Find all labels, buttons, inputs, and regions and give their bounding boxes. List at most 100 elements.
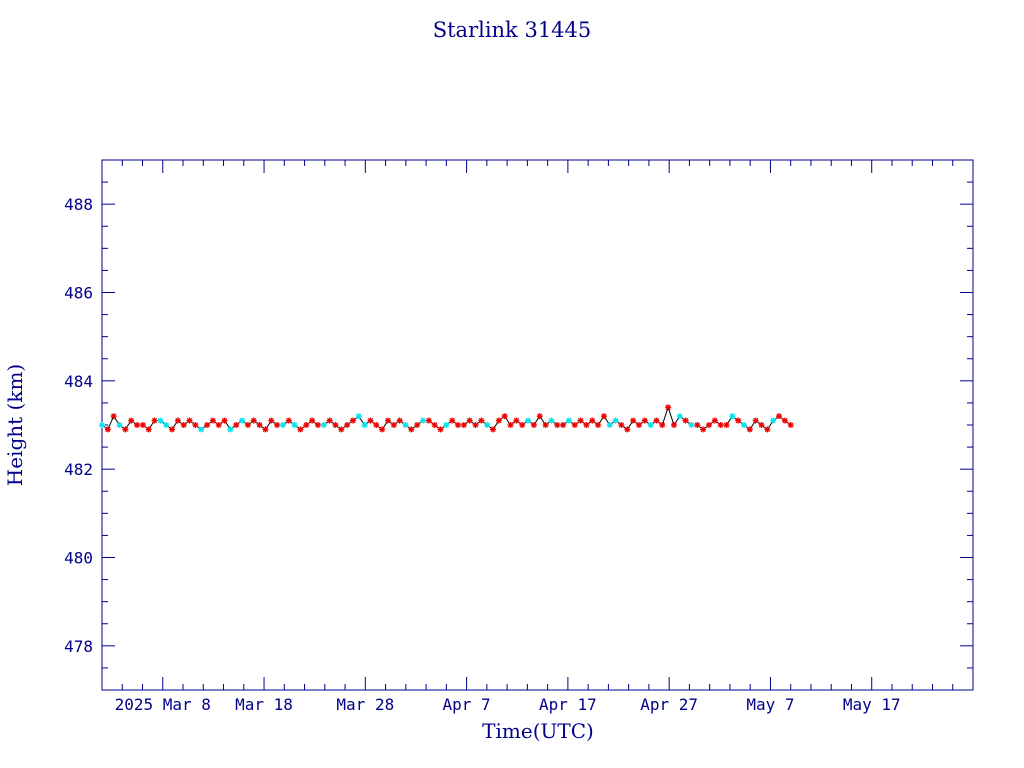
data-point xyxy=(764,426,771,433)
data-point xyxy=(420,417,427,424)
data-point xyxy=(542,422,549,428)
data-point xyxy=(309,417,316,424)
data-point xyxy=(530,422,537,428)
data-point xyxy=(285,417,292,424)
data-point xyxy=(128,417,135,424)
data-point xyxy=(338,426,345,433)
data-point xyxy=(344,422,351,428)
data-point xyxy=(431,422,438,428)
data-point xyxy=(122,426,129,433)
data-point xyxy=(303,422,310,428)
x-tick-label: Apr 7 xyxy=(443,695,491,714)
data-point xyxy=(770,417,777,424)
data-point xyxy=(776,413,783,420)
data-point xyxy=(320,422,327,428)
data-point xyxy=(443,422,450,428)
data-point xyxy=(595,422,602,428)
data-point xyxy=(670,422,677,428)
data-point xyxy=(104,426,111,433)
y-tick-label: 478 xyxy=(64,637,93,656)
data-point xyxy=(256,422,263,428)
data-point xyxy=(735,417,742,424)
data-point xyxy=(717,422,724,428)
data-point xyxy=(437,426,444,433)
x-tick-label: May 7 xyxy=(746,695,794,714)
data-point xyxy=(250,417,257,424)
data-point xyxy=(501,413,508,420)
data-point xyxy=(560,422,567,428)
data-point xyxy=(577,417,584,424)
y-tick-label: 482 xyxy=(64,460,93,479)
data-point xyxy=(630,417,637,424)
y-axis-label: Height (km) xyxy=(3,364,27,486)
data-point xyxy=(174,417,181,424)
data-point xyxy=(466,417,473,424)
data-point xyxy=(373,422,380,428)
x-tick-label: Apr 27 xyxy=(640,695,698,714)
data-point xyxy=(565,417,572,424)
data-point xyxy=(600,413,607,420)
data-point xyxy=(379,426,386,433)
data-point xyxy=(180,422,187,428)
data-point xyxy=(711,417,718,424)
y-tick-label: 486 xyxy=(64,284,93,303)
y-tick-label: 480 xyxy=(64,549,93,568)
data-point xyxy=(425,417,432,424)
data-point xyxy=(215,422,222,428)
data-point xyxy=(653,417,660,424)
data-point xyxy=(478,417,485,424)
data-point xyxy=(490,426,497,433)
data-point xyxy=(314,422,321,428)
data-point xyxy=(659,422,666,428)
data-point xyxy=(612,417,619,424)
data-point xyxy=(349,417,356,424)
data-point xyxy=(116,422,123,428)
data-point xyxy=(781,417,788,424)
data-point xyxy=(326,417,333,424)
data-point xyxy=(221,417,228,424)
data-point xyxy=(460,422,467,428)
data-point xyxy=(787,422,794,428)
data-point xyxy=(495,417,502,424)
data-point xyxy=(705,422,712,428)
data-point xyxy=(507,422,514,428)
data-point xyxy=(233,422,240,428)
data-point xyxy=(367,417,374,424)
data-point xyxy=(163,422,170,428)
data-point xyxy=(279,422,286,428)
data-point xyxy=(332,422,339,428)
data-point xyxy=(291,422,298,428)
data-point xyxy=(548,417,555,424)
x-tick-label: 2025 Mar 8 xyxy=(115,695,211,714)
data-point xyxy=(408,426,415,433)
data-point xyxy=(384,417,391,424)
data-point xyxy=(729,413,736,420)
data-point xyxy=(752,417,759,424)
x-axis-label: Time(UTC) xyxy=(482,719,594,743)
data-point xyxy=(239,417,246,424)
data-point xyxy=(554,422,561,428)
data-point xyxy=(723,422,730,428)
y-tick-label: 484 xyxy=(64,372,93,391)
data-point xyxy=(192,422,199,428)
data-point xyxy=(606,422,613,428)
data-point xyxy=(519,422,526,428)
data-point xyxy=(274,422,281,428)
x-tick-label: Mar 28 xyxy=(336,695,394,714)
data-point xyxy=(741,422,748,428)
data-point xyxy=(414,422,421,428)
data-point xyxy=(186,417,193,424)
data-point xyxy=(513,417,520,424)
data-point xyxy=(665,404,672,411)
data-point xyxy=(449,417,456,424)
plot-frame xyxy=(101,159,974,691)
x-tick-label: Apr 17 xyxy=(539,695,597,714)
data-point xyxy=(227,426,234,433)
data-point xyxy=(268,417,275,424)
data-point xyxy=(694,422,701,428)
data-point xyxy=(145,426,152,433)
data-point xyxy=(151,417,158,424)
data-point xyxy=(355,413,362,420)
data-point xyxy=(472,422,479,428)
